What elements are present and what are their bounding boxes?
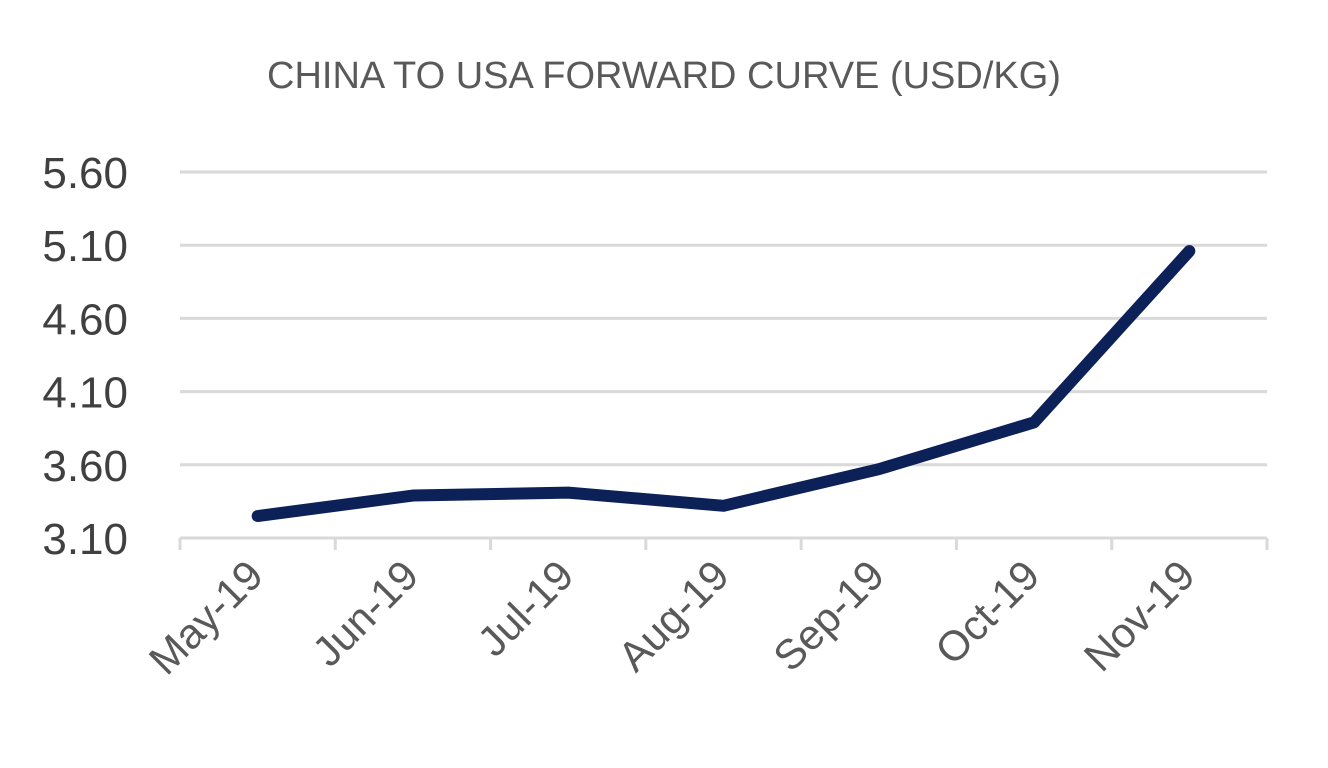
x-tick-label: Aug-19 xyxy=(609,551,738,680)
x-tick-label: Oct-19 xyxy=(926,551,1048,673)
chart-title: CHINA TO USA FORWARD CURVE (USD/KG) xyxy=(267,55,1061,97)
series-group xyxy=(251,245,1196,523)
x-tick-label: May-19 xyxy=(140,551,272,683)
gridlines xyxy=(180,170,1267,467)
x-tick-label: Jun-19 xyxy=(303,551,427,675)
y-tick-label: 4.60 xyxy=(42,295,128,344)
x-axis xyxy=(178,536,1269,550)
x-axis-labels: May-19 Jun-19 Jul-19 Aug-19 Sep-19 Oct-19 Nov-… xyxy=(140,551,1204,683)
y-tick-label: 5.10 xyxy=(42,222,128,271)
y-tick-label: 5.60 xyxy=(42,149,128,198)
x-tick-label: Jul-19 xyxy=(468,551,582,665)
series-line xyxy=(251,245,1196,523)
x-tick-label: Nov-19 xyxy=(1075,551,1204,680)
y-tick-label: 3.60 xyxy=(42,442,128,491)
y-tick-label: 3.10 xyxy=(42,515,128,564)
y-axis-labels: 3.10 3.60 4.10 4.60 5.10 5.60 xyxy=(42,149,128,564)
x-tick-label: Sep-19 xyxy=(764,551,893,680)
y-tick-label: 4.10 xyxy=(42,369,128,418)
